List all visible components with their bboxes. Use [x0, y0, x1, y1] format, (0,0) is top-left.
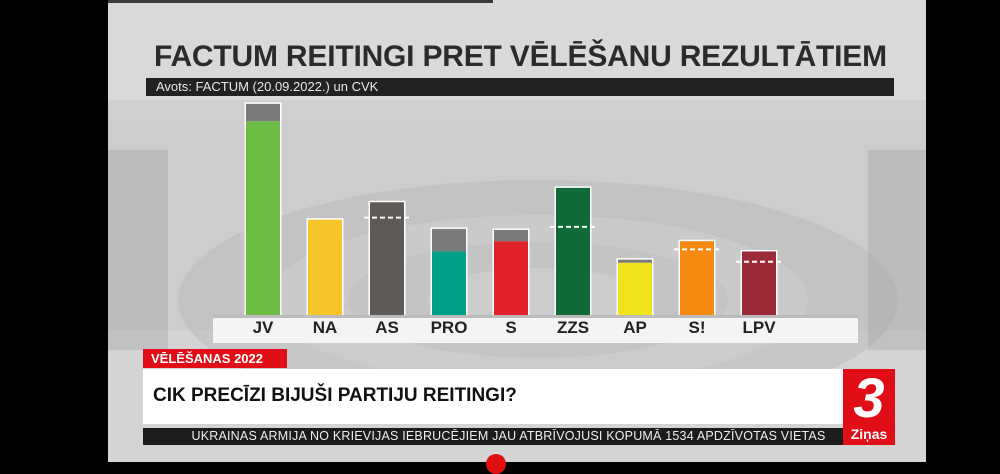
category-label-s: S [505, 318, 517, 337]
rating-excess-ap [618, 259, 652, 263]
category-label-s!: S! [688, 318, 706, 337]
result-bar-as [370, 202, 404, 315]
rating-excess-pro [432, 228, 466, 252]
result-bar-zzs [556, 187, 590, 315]
video-scrubber-handle[interactable] [486, 454, 506, 474]
result-bar-ap [618, 262, 652, 315]
category-label-ap: AP [623, 318, 647, 337]
news-ticker: UKRAINAS ARMIJA NO KRIEVIJAS IEBRUCĒJIEM… [143, 428, 874, 445]
chart-title: FACTUM REITINGI PRET VĒLĒŠANU REZULTĀTIE… [154, 40, 887, 73]
headline: CIK PRECĪZI BIJUŠI PARTIJU REITINGI? [153, 385, 517, 406]
rating-excess-s [494, 229, 528, 242]
rating-excess-jv [246, 103, 280, 122]
result-bar-s [494, 241, 528, 315]
result-bar-s! [680, 241, 714, 315]
category-label-zzs: ZZS [556, 318, 590, 337]
source-caption: Avots: FACTUM (20.09.2022.) un CVK [146, 78, 894, 96]
logo-number: 3 [853, 366, 885, 429]
category-axis-strip [213, 315, 858, 343]
category-label-as: AS [375, 318, 399, 337]
result-bar-pro [432, 251, 466, 315]
logo-word: Ziņas [850, 426, 888, 442]
category-label-na: NA [312, 318, 338, 337]
headline-box [143, 369, 873, 424]
result-bar-na [308, 219, 342, 315]
category-label-lpv: LPV [742, 318, 776, 337]
category-label-jv: JV [252, 318, 274, 337]
video-frame: FACTUM REITINGI PRET VĒLĒŠANU REZULTĀTIE… [108, 0, 926, 462]
channel-logo: 3 Ziņas [843, 366, 895, 445]
section-tag: VĒLĒŠANAS 2022 [143, 349, 287, 368]
ratings-bar-chart [244, 102, 782, 316]
category-label-pro: PRO [430, 318, 468, 337]
result-bar-jv [246, 121, 280, 316]
top-progress-bar [108, 0, 493, 3]
